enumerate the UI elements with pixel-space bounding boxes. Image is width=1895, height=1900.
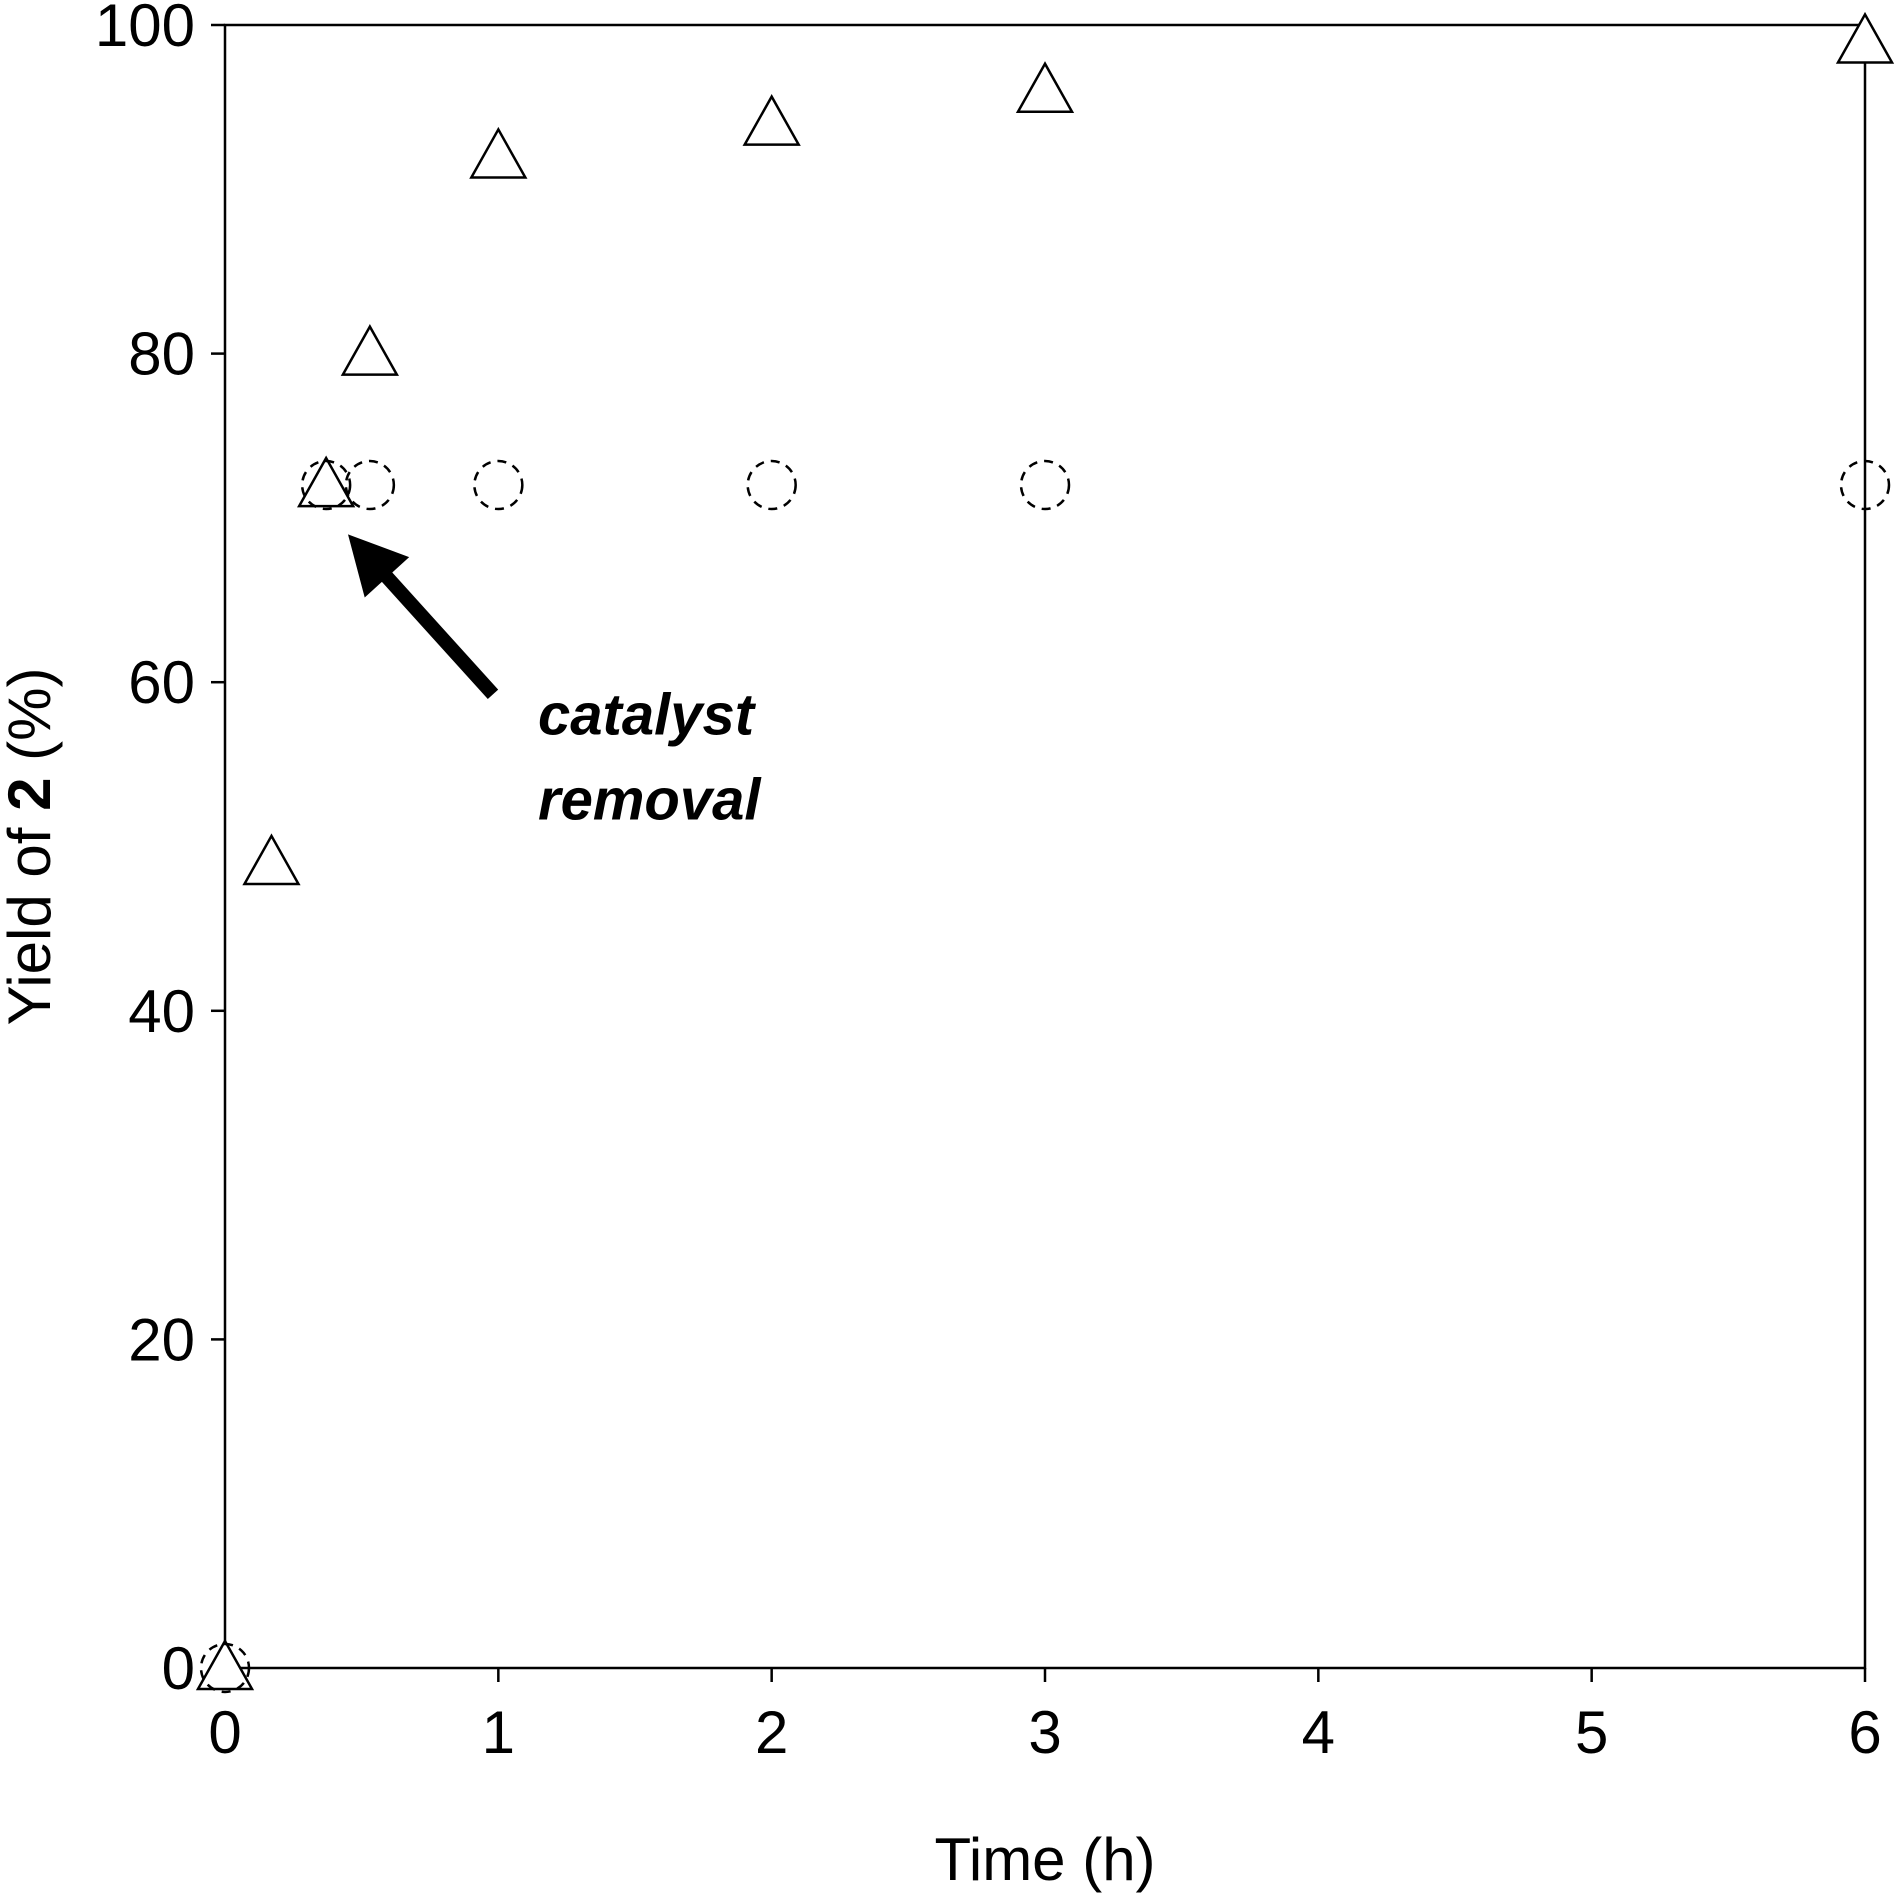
x-tick-label: 2 [755, 1699, 788, 1766]
circle-marker [344, 459, 396, 511]
triangle-marker [1835, 11, 1895, 64]
y-tick-label: 100 [95, 0, 195, 59]
y-tick-label: 40 [128, 978, 195, 1045]
series-2 [199, 459, 1891, 1694]
circle-marker [746, 459, 797, 511]
y-axis-title-prefix: Yield of [0, 811, 63, 1026]
y-axis-title-bold: 2 [0, 778, 63, 811]
annotation-arrow-head [348, 534, 410, 598]
x-tick-label: 5 [1575, 1699, 1608, 1766]
x-tick-label: 4 [1302, 1699, 1335, 1766]
annotation-text-line: removal [538, 767, 762, 832]
annotation-arrow-shaft [364, 553, 499, 700]
triangle-marker [296, 455, 356, 508]
annotation-text-line: catalyst [538, 682, 757, 747]
plot-area-border [223, 23, 1867, 1670]
triangle-marker [469, 126, 528, 179]
triangle-marker [242, 833, 301, 886]
y-axis-title-suffix: (%) [0, 668, 63, 778]
y-axis-title: Yield of 2 (%) [0, 668, 63, 1026]
circle-marker [1019, 459, 1071, 511]
triangle-marker [742, 94, 801, 146]
circle-marker [473, 459, 524, 511]
plot-frame [223, 23, 1867, 1670]
y-tick-label: 80 [128, 321, 195, 388]
triangle-marker [340, 324, 400, 376]
axis-ticks [211, 23, 1867, 1682]
y-tick-label: 60 [128, 649, 195, 716]
triangle-marker [195, 1638, 255, 1691]
annotation: catalyst removal [348, 534, 762, 832]
x-tick-label: 6 [1848, 1699, 1881, 1766]
circle-marker [199, 1642, 251, 1694]
data-series [195, 11, 1895, 1694]
series-1 [195, 11, 1895, 1691]
x-tick-label: 0 [208, 1699, 241, 1766]
triangle-marker [1015, 61, 1075, 114]
y-tick-label: 20 [128, 1306, 195, 1373]
x-axis-title: Time (h) [934, 1826, 1155, 1893]
circle-marker [1839, 459, 1891, 511]
circle-marker [300, 459, 352, 511]
y-tick-label: 0 [162, 1635, 195, 1702]
x-tick-label: 3 [1028, 1699, 1061, 1766]
x-tick-label: 1 [482, 1699, 515, 1766]
